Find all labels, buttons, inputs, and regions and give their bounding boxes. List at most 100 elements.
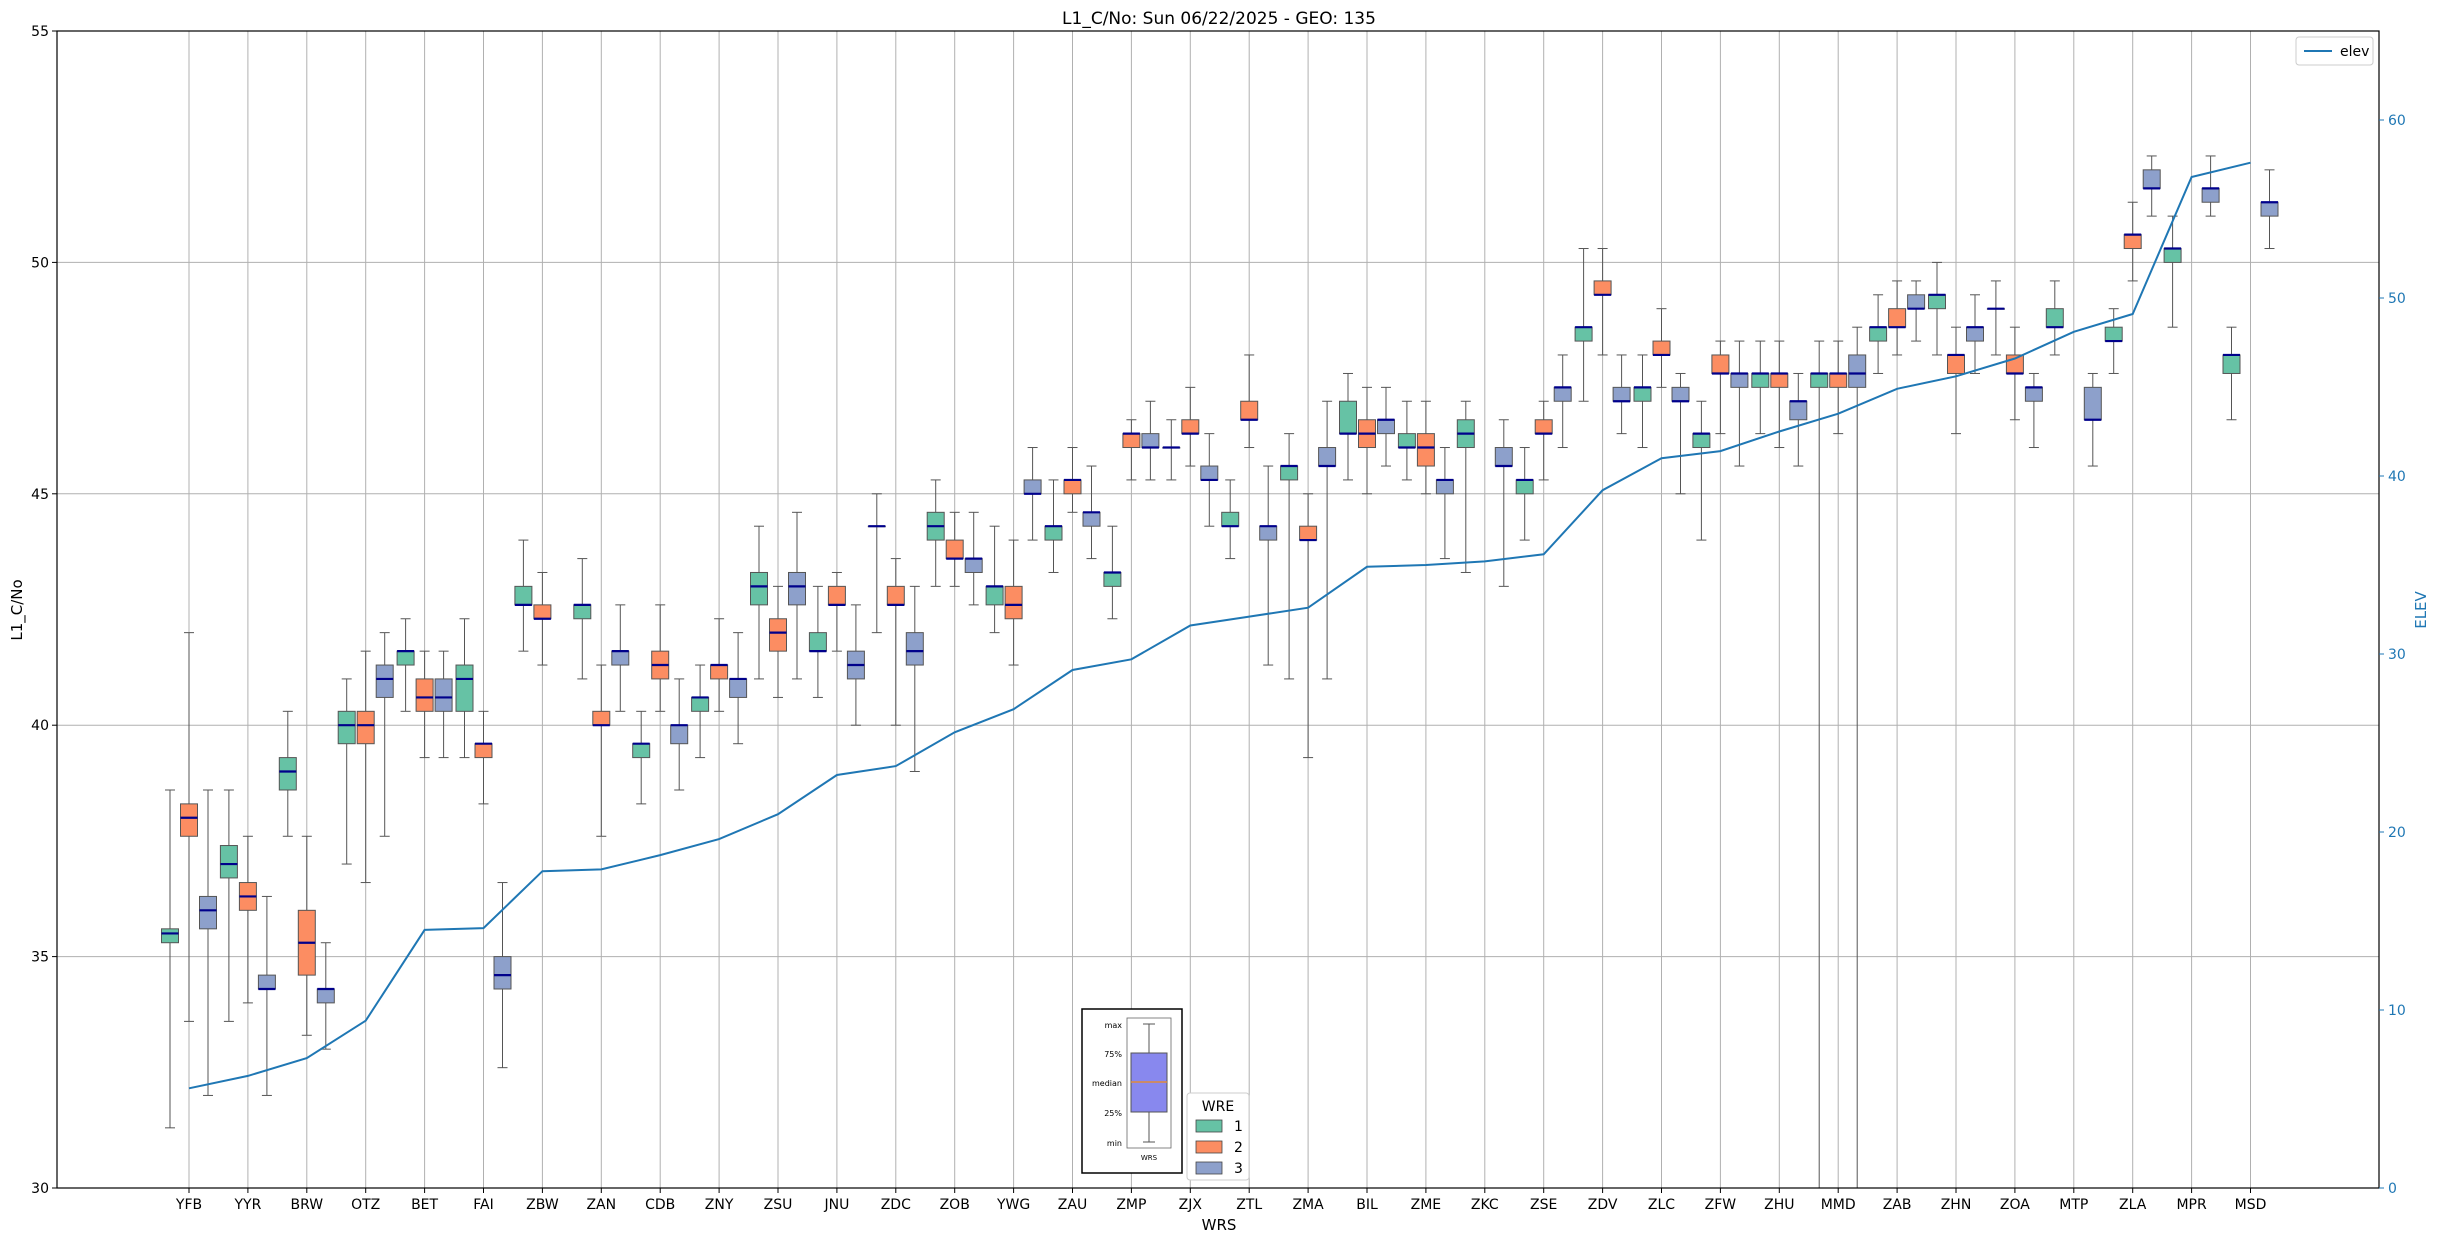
box-3-bet	[434, 650, 453, 759]
y2-axis-label: ELEV	[2412, 590, 2430, 628]
inset-caption: WRS	[1141, 1154, 1158, 1162]
x-tick-label: YWG	[996, 1197, 1030, 1213]
box-body	[769, 618, 787, 652]
box-body	[905, 632, 924, 666]
box-1-bil	[1339, 372, 1357, 481]
box-body	[964, 558, 983, 573]
box-body	[1082, 511, 1101, 527]
box-body	[710, 664, 729, 680]
box-body	[199, 895, 217, 930]
x-tick-label: BET	[411, 1197, 438, 1213]
box-3-zma	[1318, 400, 1337, 680]
box-1-zdv	[1574, 248, 1593, 402]
box-1-zau	[1044, 479, 1063, 573]
box-body	[1141, 433, 1160, 449]
box-body	[1181, 419, 1200, 435]
box-3-zoa	[2024, 372, 2043, 449]
y-axis-right: 0 10 20 30 40 50 60	[2379, 113, 2406, 1197]
box-body	[1751, 372, 1770, 388]
box-2-yyr	[238, 835, 257, 1004]
box-3-zhn	[1966, 294, 1984, 374]
box-body	[533, 604, 552, 620]
box-1-zfw	[1692, 400, 1711, 541]
box-3-zjx	[1200, 433, 1219, 527]
box-1-yyr	[219, 789, 238, 1022]
box-2-bet	[415, 650, 434, 759]
box-1-jnu	[808, 585, 827, 698]
y-tick-label: 55	[31, 24, 49, 40]
wre-legend: WRE 1 2 3	[1186, 1092, 1250, 1181]
box-3-jnu	[846, 604, 865, 726]
y-tick-label: 45	[31, 487, 49, 503]
box-1-zoa	[1986, 280, 2005, 356]
box-1-brw	[278, 710, 297, 837]
box-body	[337, 710, 356, 745]
box-body	[375, 664, 394, 698]
inset-label-max: max	[1105, 1021, 1123, 1030]
box-2-zfw	[1711, 340, 1730, 435]
x-tick-label: OTZ	[351, 1197, 380, 1213]
x-tick-label: ZTL	[1236, 1197, 1262, 1213]
box-2-zob	[945, 511, 964, 587]
y-tick-label: 35	[31, 950, 49, 966]
box-body	[1888, 308, 1907, 328]
box-1-zmp	[1103, 525, 1122, 620]
elev-legend-frame	[2295, 36, 2374, 66]
box-2-zab	[1888, 280, 1907, 356]
box-1-zny	[691, 664, 710, 759]
box-body	[514, 585, 533, 606]
box-2-zny	[710, 618, 729, 712]
box-body	[1553, 386, 1572, 402]
y-tick-label: 40	[31, 718, 49, 734]
box-body	[2222, 354, 2241, 374]
box-body	[493, 956, 512, 990]
box-body	[886, 585, 905, 606]
box-body	[2142, 169, 2161, 189]
wre-legend-label-1: 1	[1234, 1119, 1243, 1135]
box-body	[1869, 326, 1888, 342]
box-2-zhn	[1947, 326, 1965, 435]
box-body	[1063, 479, 1082, 495]
y-tick-label: 30	[31, 1181, 49, 1197]
x-tick-label: YFB	[175, 1197, 202, 1213]
inset-label-q1: 25%	[1104, 1109, 1122, 1118]
box-3-fai	[493, 882, 512, 1069]
box-1-ztl	[1221, 479, 1240, 560]
box-body	[750, 571, 768, 606]
box-1-bet	[396, 618, 415, 712]
box-body	[1692, 433, 1711, 449]
wre-legend-swatch-2	[1195, 1140, 1223, 1154]
box-3-zob	[964, 511, 983, 606]
x-tick-label: ZSE	[1530, 1197, 1557, 1213]
chart-title: L1_C/No: Sun 06/22/2025 - GEO: 135	[1062, 9, 1376, 29]
x-tick-label: ZJX	[1179, 1197, 1203, 1213]
box-2-zma	[1299, 493, 1318, 759]
x-tick-label: FAI	[473, 1197, 493, 1213]
x-tick-label: ZMP	[1116, 1197, 1146, 1213]
x-tick-label: ZLC	[1648, 1197, 1675, 1213]
elev-legend: elev	[2295, 36, 2374, 66]
box-body	[1515, 479, 1534, 495]
x-tick-label: ZDV	[1588, 1197, 1618, 1213]
box-body	[2104, 326, 2123, 342]
box-body	[1435, 479, 1454, 495]
box-body	[2201, 187, 2220, 203]
x-tick-label: ZAN	[586, 1197, 616, 1213]
box-body	[278, 757, 297, 791]
box-body	[592, 710, 611, 726]
x-axis: YFB YYR BRW OTZ BET FAI ZBW ZAN CDB ZNY ZSU JNU ZDC Z…	[175, 1188, 2266, 1213]
box-2-ztl	[1240, 354, 1259, 449]
box-body	[788, 571, 806, 606]
box-1-zbw	[514, 539, 533, 652]
inset-label-min: min	[1107, 1139, 1122, 1148]
box-3-zme	[1435, 447, 1454, 560]
box-1-zan	[573, 558, 592, 680]
box-1-zkc	[1456, 400, 1475, 573]
box-3-zau	[1082, 465, 1101, 560]
box-2-zsu	[769, 585, 787, 698]
elev-legend-label: elev	[2340, 44, 2369, 60]
plot-frame	[56, 30, 2380, 1189]
box-1-otz	[337, 678, 356, 865]
box-2-brw	[297, 835, 316, 1036]
x-tick-label: ZDC	[881, 1197, 911, 1213]
